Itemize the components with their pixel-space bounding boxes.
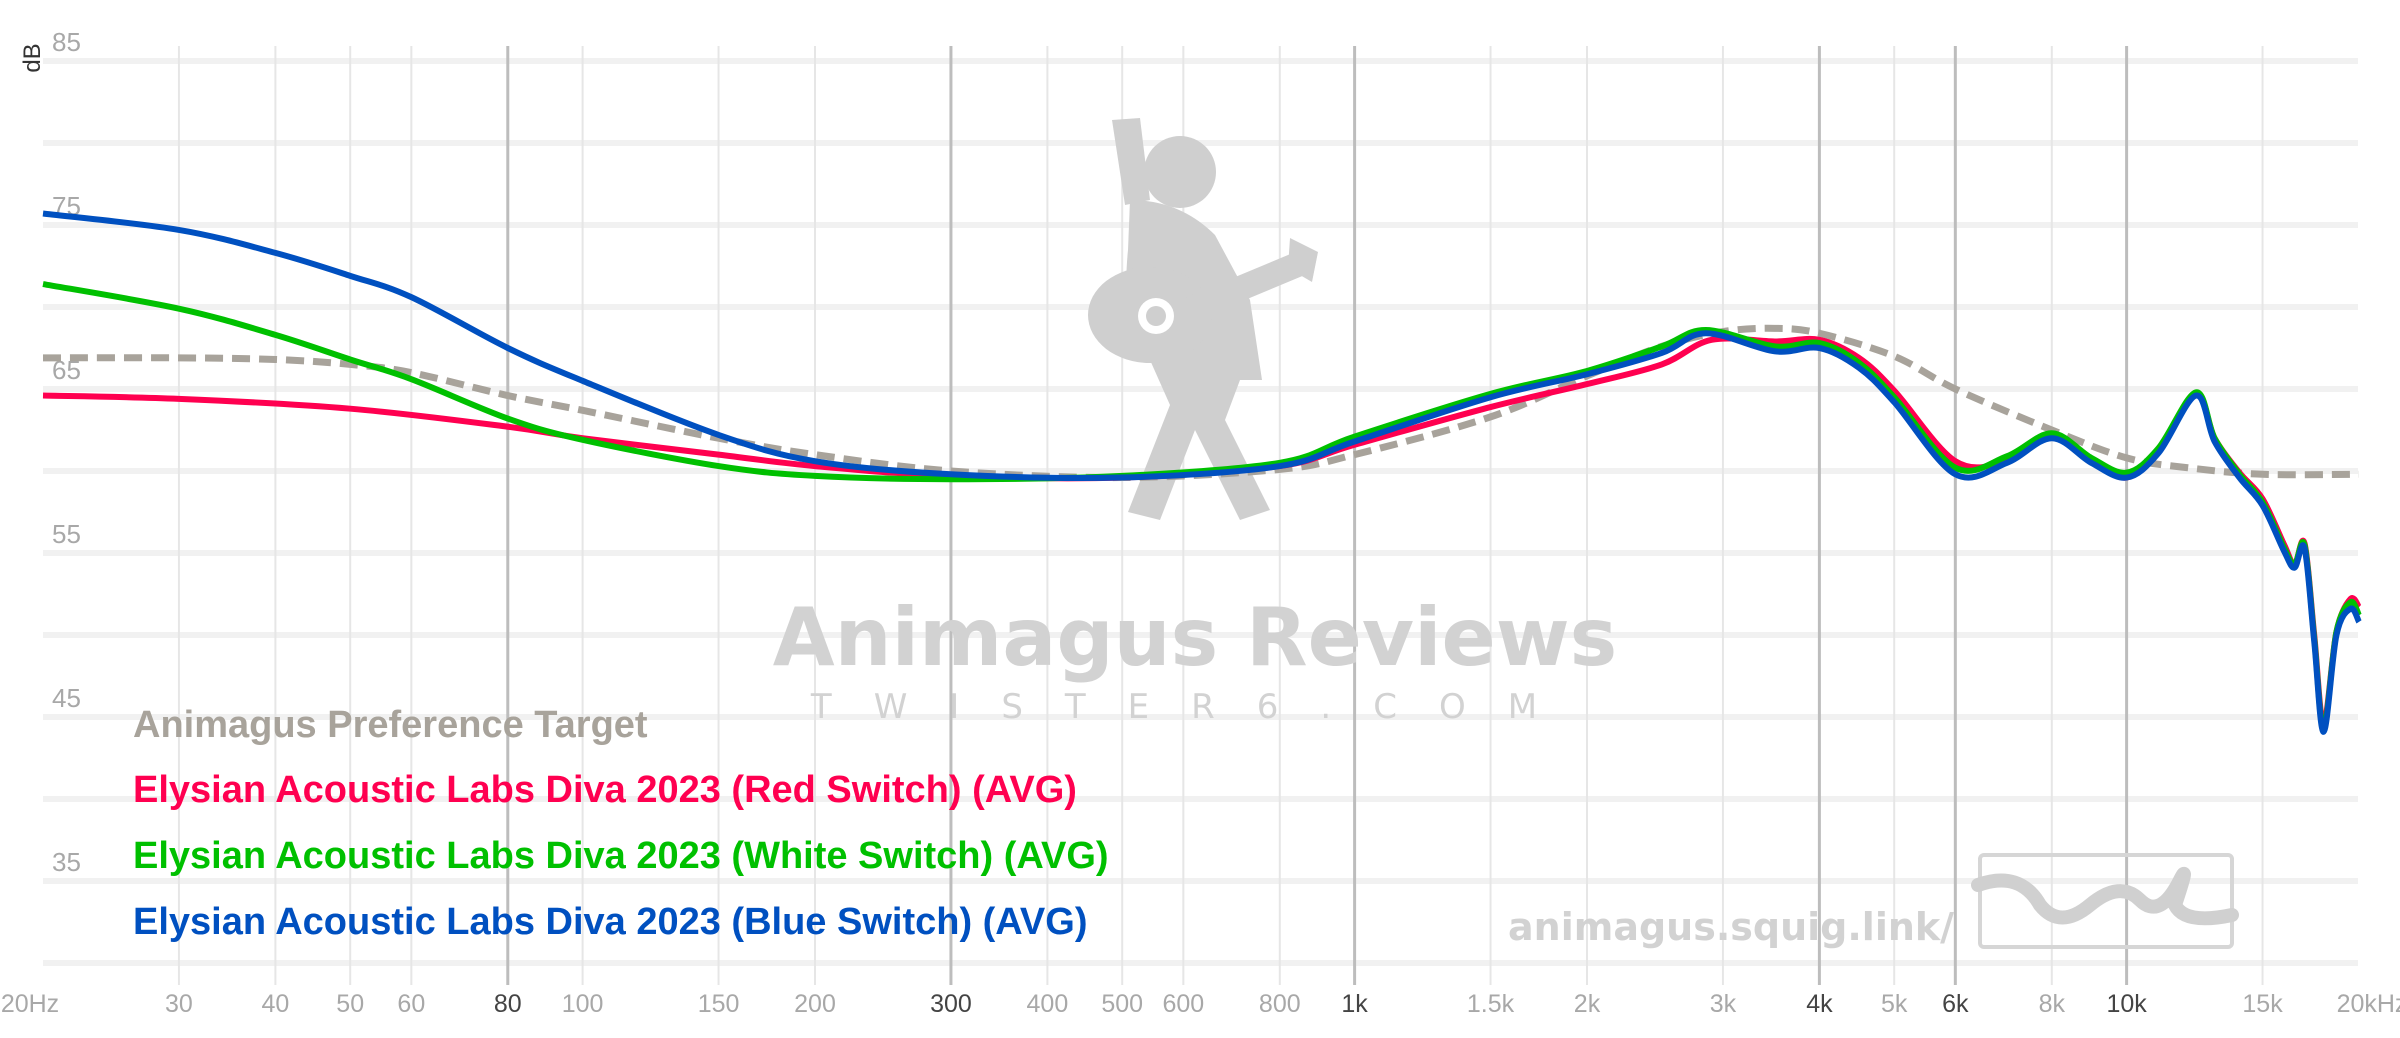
y-tick-label: 45 — [52, 683, 81, 713]
watermark-subtitle: TWISTER6.COM — [810, 687, 1579, 727]
guitar-player-icon — [1088, 118, 1318, 520]
legend-entry[interactable]: Elysian Acoustic Labs Diva 2023 (Red Swi… — [133, 769, 1077, 811]
x-tick-label: 600 — [1162, 990, 1204, 1018]
x-tick-label: 15k — [2242, 990, 2283, 1018]
x-tick-label: 200 — [794, 990, 836, 1018]
legend: Animagus Preference Target Elysian Acoust… — [133, 704, 1109, 943]
series-line-0 — [42, 324, 2360, 482]
x-tick-label: 6k — [1942, 990, 1969, 1018]
x-tick-label: 4k — [1806, 990, 1833, 1018]
x-tick-label: 1k — [1341, 990, 1368, 1018]
legend-entry[interactable]: Elysian Acoustic Labs Diva 2023 (White S… — [133, 835, 1109, 877]
legend-entry[interactable]: Animagus Preference Target — [133, 704, 648, 746]
axes: 20Hz 30 40 50 60 80 100 150 200 300 400 500 600 800 1k… — [1, 27, 2400, 1018]
y-tick-label: 35 — [52, 847, 81, 877]
x-tick-label: 30 — [165, 990, 193, 1018]
curves — [42, 210, 2362, 735]
x-tick-label: 20kHz — [2337, 990, 2400, 1018]
x-tick-label: 100 — [562, 990, 604, 1018]
series-line-3 — [42, 210, 2362, 735]
x-tick-label: 500 — [1101, 990, 1143, 1018]
x-tick-label: 2k — [1574, 990, 1601, 1018]
x-tick-label: 150 — [698, 990, 740, 1018]
x-tick-label: 20Hz — [1, 990, 59, 1018]
watermark-title: Animagus Reviews — [773, 591, 1618, 684]
x-tick-label: 300 — [930, 990, 972, 1018]
y-tick-label: 85 — [52, 27, 81, 57]
x-tick-label: 80 — [494, 990, 522, 1018]
watermark-url: animagus.squig.link/ — [1508, 905, 1954, 949]
y-axis-label: dB — [19, 43, 46, 72]
x-tick-label: 400 — [1027, 990, 1069, 1018]
x-tick-label: 10k — [2106, 990, 2147, 1018]
x-tick-label: 60 — [397, 990, 425, 1018]
x-tick-label: 40 — [261, 990, 289, 1018]
legend-entry[interactable]: Elysian Acoustic Labs Diva 2023 (Blue Sw… — [133, 901, 1088, 943]
x-tick-label: 800 — [1259, 990, 1301, 1018]
x-tick-label: 5k — [1881, 990, 1908, 1018]
x-tick-label: 3k — [1710, 990, 1737, 1018]
x-tick-label: 8k — [2039, 990, 2066, 1018]
y-tick-label: 55 — [52, 519, 81, 549]
x-tick-label: 1.5k — [1467, 990, 1515, 1018]
squiggle-logo-icon — [1971, 853, 2239, 949]
x-tick-label: 50 — [336, 990, 364, 1018]
